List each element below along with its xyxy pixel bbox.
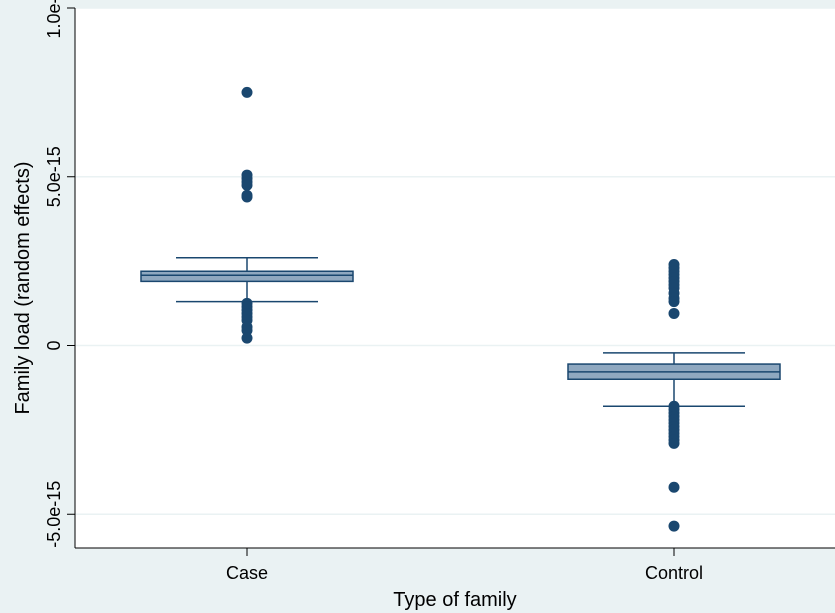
outlier-point — [241, 191, 253, 203]
x-tick-label: Case — [226, 563, 268, 583]
y-tick-label: -5.0e-15 — [44, 481, 64, 548]
outlier-point — [668, 296, 680, 308]
y-tick-label: 1.0e-14 — [44, 0, 64, 39]
gridlines — [75, 7, 835, 515]
y-tick-label: 5.0e-15 — [44, 146, 64, 207]
outlier-point — [241, 86, 253, 98]
outlier-point — [668, 481, 680, 493]
x-tick-label: Control — [645, 563, 703, 583]
x-axis-title: Type of family — [393, 589, 516, 611]
axes — [74, 8, 835, 549]
outlier-point — [241, 324, 253, 336]
y-axis-title: Family load (random effects) — [12, 161, 34, 414]
outlier-point — [241, 179, 253, 191]
outlier-point — [668, 520, 680, 532]
y-tick-layer: 1.0e-14 5.0e-15 0 -5.0e-15 — [44, 0, 75, 548]
y-tick-label: 0 — [44, 340, 64, 350]
outlier-layer — [241, 86, 680, 532]
outlier-point — [668, 307, 680, 319]
x-tick-layer: Case Control — [226, 548, 703, 583]
outlier-point — [241, 332, 253, 344]
outlier-point — [668, 437, 680, 449]
iqr-box — [140, 270, 354, 283]
